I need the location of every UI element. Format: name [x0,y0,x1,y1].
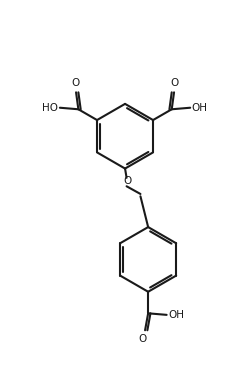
Text: O: O [171,79,179,88]
Text: OH: OH [168,310,184,320]
Text: O: O [71,79,79,88]
Text: O: O [123,176,132,186]
Text: OH: OH [192,103,208,113]
Text: HO: HO [42,103,58,113]
Text: O: O [139,334,147,344]
